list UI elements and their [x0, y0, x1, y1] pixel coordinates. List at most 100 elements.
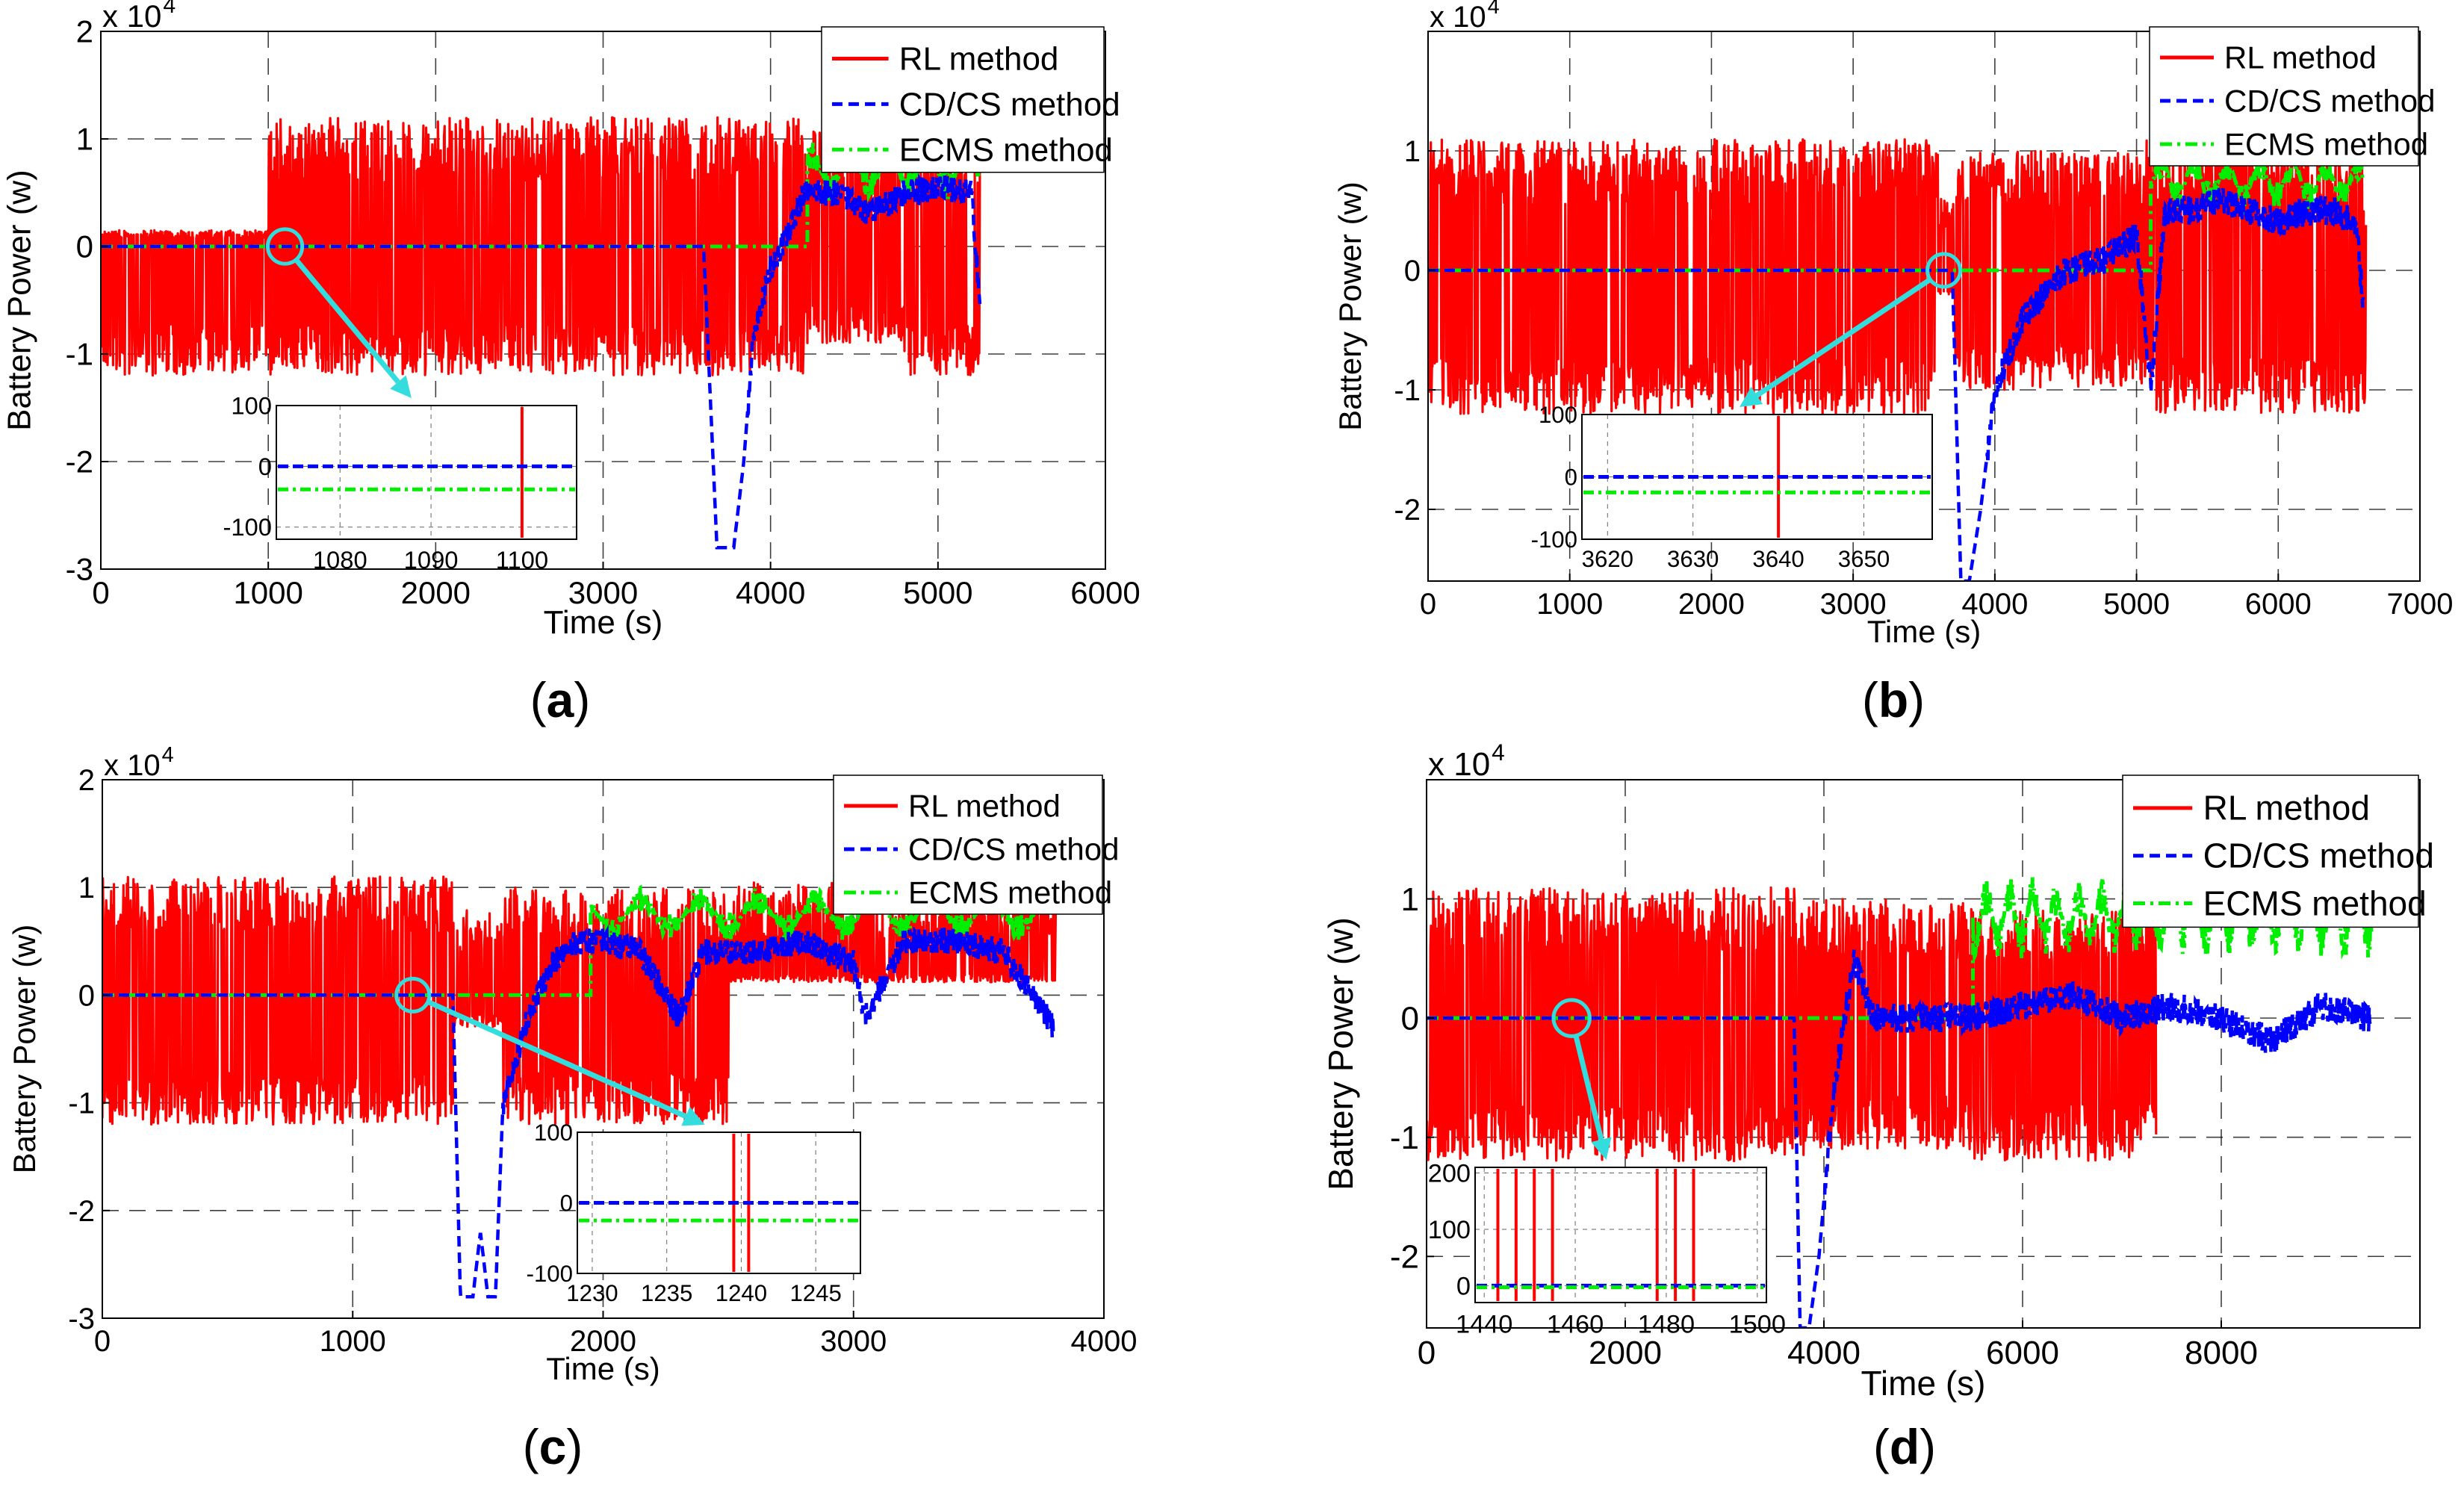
legend-label: RL method: [899, 41, 1059, 78]
inset-x-tick-label: 1240: [716, 1280, 767, 1306]
x-axis-label: Time (s): [546, 1351, 660, 1386]
x-tick-label: 0: [1418, 1335, 1436, 1371]
y-scale-exponent: 4: [163, 0, 176, 18]
legend-box: [2122, 775, 2419, 928]
x-tick-label: 6000: [1070, 575, 1140, 610]
y-tick-label: -1: [1394, 374, 1421, 407]
inset-x-tick-label: 1245: [789, 1280, 841, 1306]
x-tick-label: 4000: [1787, 1335, 1861, 1371]
inset-y-tick-label: 200: [1428, 1160, 1471, 1188]
series-cdcs-method: [102, 924, 1055, 1299]
x-tick-label: 2000: [570, 1325, 636, 1358]
y-scale-label: x 10: [1428, 746, 1490, 783]
zoom-circle: [265, 227, 305, 266]
inset-y-tick-label: -100: [223, 513, 272, 541]
series-rl-method: [1427, 886, 2158, 1163]
inset-x-tick-label: 3620: [1582, 546, 1633, 572]
y-tick-label: 2: [78, 764, 95, 797]
legend-label: CD/CS method: [899, 86, 1120, 122]
series-rl-method: [102, 875, 1058, 1126]
y-tick-label: 0: [78, 979, 95, 1012]
zoom-arrow: [426, 999, 687, 1119]
inset-y-tick-label: 0: [1565, 464, 1577, 490]
legend: RL method CD/CS method ECMS method: [2149, 26, 2435, 167]
x-tick-label: 5000: [2103, 588, 2170, 621]
y-scale-label: x 10: [102, 0, 161, 34]
inset-x-tick-label: 1100: [496, 546, 548, 574]
series-rl-method: [101, 116, 981, 377]
x-tick-label: 6000: [2245, 588, 2312, 621]
y-tick-label: -1: [68, 1087, 95, 1120]
zoom-arrow: [1755, 277, 1932, 398]
y-tick-label: 2: [76, 14, 93, 49]
x-axis-label: Time (s): [1861, 1364, 1986, 1403]
y-scale-label: x 10: [1430, 1, 1486, 34]
zoom-circle: [1925, 252, 1963, 289]
inset-y-tick-label: 100: [231, 391, 272, 419]
x-tick-label: 3000: [1820, 588, 1887, 621]
y-tick-label: -1: [66, 337, 93, 372]
inset: 1230 1235 1240 1245 100 0 -100: [527, 1120, 861, 1306]
axes-frame: [1427, 31, 2421, 582]
x-tick-label: 1000: [320, 1325, 386, 1358]
inset-y-tick-label: -100: [1531, 527, 1577, 553]
inset-x-tick-label: 1090: [404, 546, 459, 574]
y-tick-label: -2: [68, 1195, 95, 1228]
x-axis-label: Time (s): [544, 604, 663, 641]
inset: 1080 1090 1100 100 0 -100: [223, 391, 577, 574]
x-tick-label: 3000: [820, 1325, 887, 1358]
zoom-circle: [394, 976, 432, 1013]
inset-frame: [276, 405, 577, 540]
legend-label: ECMS method: [908, 875, 1112, 910]
x-tick-label: 0: [92, 575, 109, 610]
x-tick-label: 5000: [903, 575, 972, 610]
panel-letter: (a): [530, 672, 591, 727]
zoom-circle: [1551, 998, 1592, 1038]
y-tick-label: 0: [76, 229, 93, 264]
inset-y-tick-label: 100: [1428, 1216, 1471, 1244]
series-rl-method: [1428, 138, 2368, 415]
y-tick-label: 1: [1404, 135, 1421, 168]
x-tick-label: 0: [94, 1325, 111, 1358]
inset-x-tick-label: 1480: [1638, 1310, 1695, 1338]
y-scale-exponent: 4: [1492, 739, 1505, 766]
inset-x-tick-label: 3640: [1752, 546, 1804, 572]
inset-x-tick-label: 1080: [313, 546, 367, 574]
y-tick-label: -2: [1390, 1239, 1419, 1276]
legend: RL method CD/CS method ECMS method: [2122, 775, 2434, 928]
zoom-arrow-head: [1591, 1137, 1612, 1160]
inset-frame: [1474, 1167, 1767, 1303]
y-tick-label: -1: [1390, 1120, 1419, 1156]
x-axis-label: Time (s): [1867, 614, 1981, 649]
y-tick-label: 1: [76, 122, 93, 157]
y-axis-label: Battery Power (w): [1332, 181, 1368, 431]
panel-letter: (b): [1862, 672, 1925, 727]
zoom-arrow-head: [681, 1106, 705, 1126]
legend-label: CD/CS method: [2203, 836, 2434, 875]
x-tick-label: 8000: [2185, 1335, 2258, 1371]
y-axis-label: Battery Power (w): [1321, 917, 1360, 1191]
legend: RL method CD/CS method ECMS method: [821, 26, 1120, 173]
legend-label: CD/CS method: [908, 831, 1119, 866]
panel-letter: (d): [1873, 1419, 1936, 1474]
y-tick-label: -2: [1394, 494, 1421, 527]
y-tick-label: 1: [1401, 881, 1419, 918]
x-tick-label: 2000: [1678, 588, 1745, 621]
y-scale-exponent: 4: [1488, 0, 1500, 19]
inset-x-tick-label: 1500: [1729, 1310, 1786, 1338]
x-tick-label: 4000: [736, 575, 805, 610]
x-tick-label: 1000: [233, 575, 302, 610]
zoom-arrow: [294, 258, 400, 384]
legend-label: RL method: [2224, 40, 2377, 75]
x-tick-label: 1000: [1536, 588, 1603, 621]
y-tick-label: -2: [66, 444, 93, 479]
inset-y-tick-label: -100: [527, 1261, 573, 1287]
inset-y-tick-label: 0: [1456, 1272, 1471, 1300]
y-scale-exponent: 4: [162, 743, 174, 767]
x-tick-label: 4000: [1071, 1325, 1138, 1358]
